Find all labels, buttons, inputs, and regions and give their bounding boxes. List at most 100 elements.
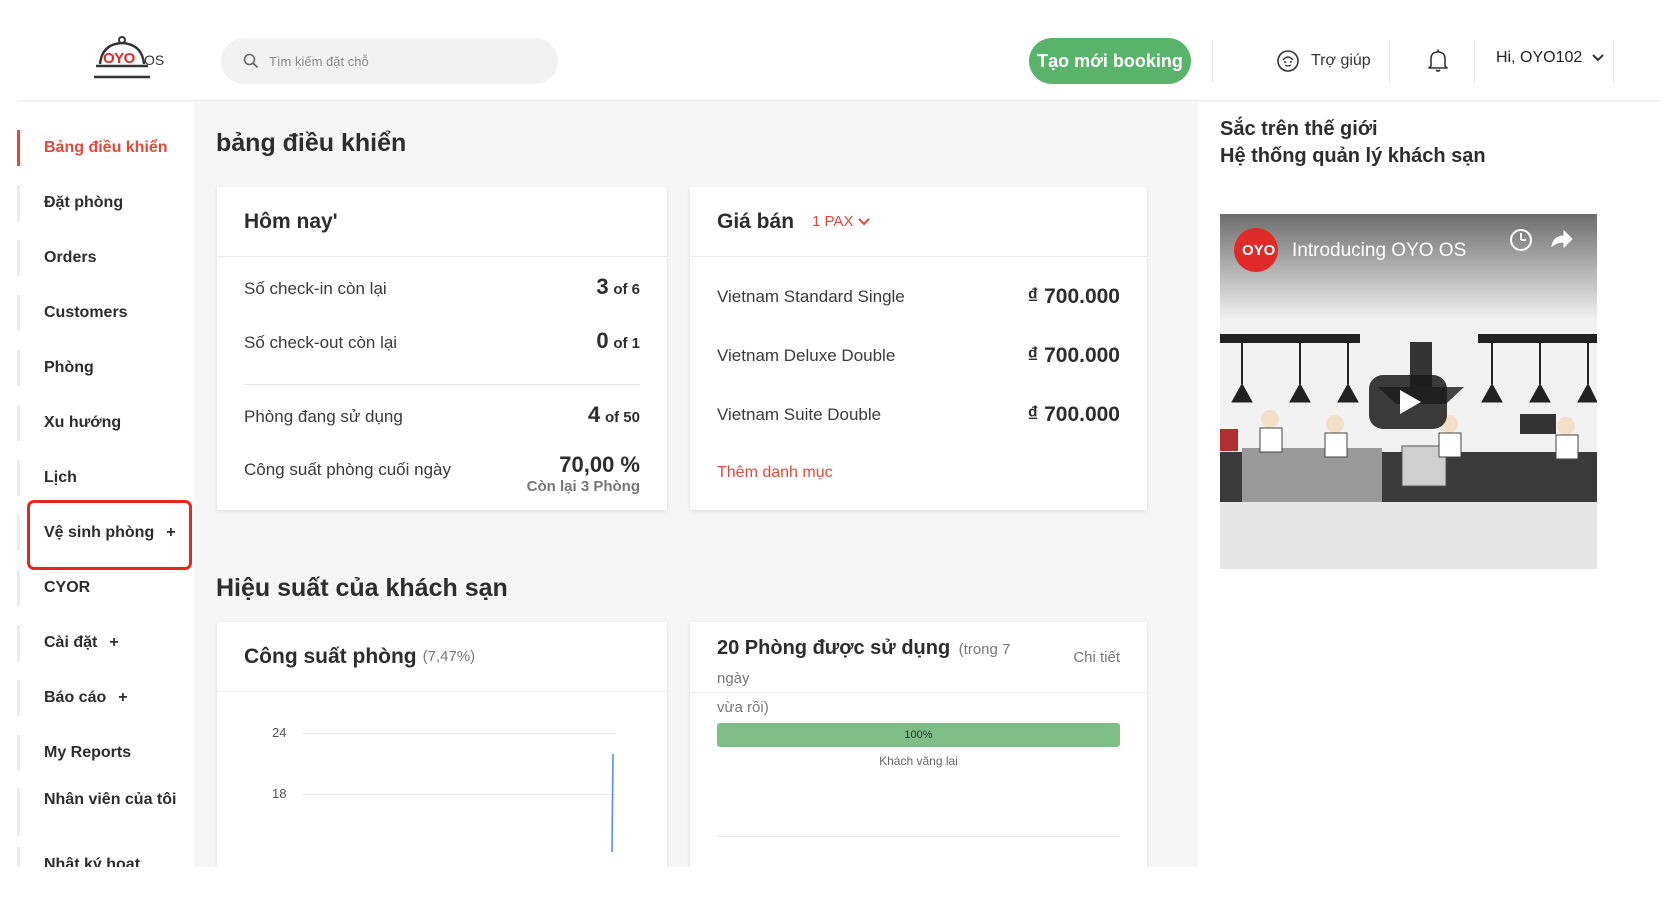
sidebar-item-label: Lịch	[44, 469, 77, 486]
support-agent-icon	[1277, 50, 1299, 72]
today-card: Hôm nay' Số check-in còn lại 3 of 6 Số c…	[217, 187, 667, 510]
room-price: ₫ 700.000	[1027, 344, 1120, 367]
header-divider	[1389, 40, 1390, 82]
header-divider	[1613, 40, 1614, 82]
sidebar-item-settings[interactable]: Cài đặt +	[17, 623, 194, 663]
room-type-name: Vietnam Deluxe Double	[717, 346, 896, 365]
sidebar-item-bookings[interactable]: Đặt phòng	[17, 183, 194, 223]
sidebar-item-label: Orders	[44, 249, 97, 266]
detail-link[interactable]: Chi tiết	[1073, 649, 1120, 666]
checkin-total: of 6	[613, 281, 640, 298]
promo-line-2: Hệ thống quản lý khách sạn	[1220, 145, 1486, 167]
checkout-label: Số check-out còn lại	[244, 333, 398, 352]
sidebar-item-orders[interactable]: Orders	[17, 238, 194, 278]
price-row: Vietnam Standard Single ₫ 700.000	[717, 285, 1120, 309]
occupancy-card-header: Công suất phòng (7,47%)	[217, 622, 667, 692]
room-type-name: Vietnam Suite Double	[717, 405, 882, 424]
pax-label: 1 PAX	[812, 213, 854, 230]
pax-dropdown[interactable]: 1 PAX	[812, 213, 871, 230]
add-category-link[interactable]: Thêm danh mục	[717, 464, 833, 481]
video-thumbnail	[1220, 214, 1597, 569]
segment-label: Khách vãng lai	[879, 754, 958, 768]
sidebar-item-activity-log[interactable]: Nhật ký hoạt	[17, 845, 194, 867]
expand-plus-icon[interactable]: +	[109, 634, 119, 651]
header-divider	[1212, 40, 1213, 82]
promo-line-1: Sắc trên thế giới	[1220, 118, 1378, 140]
promo-heading: Sắc trên thế giới Hệ thống quản lý khách…	[1220, 116, 1486, 170]
header-shadow	[17, 100, 1660, 102]
sidebar-item-label: Customers	[44, 304, 128, 321]
sidebar: Bảng điều khiển Đặt phòng Orders Custome…	[17, 102, 194, 867]
card-divider	[690, 692, 1147, 693]
sidebar-item-label: Đặt phòng	[44, 194, 124, 211]
y-tick-label: 24	[272, 725, 287, 740]
sidebar-item-dashboard[interactable]: Bảng điều khiển	[17, 128, 194, 168]
help-button[interactable]: Trợ giúp	[1275, 48, 1371, 74]
intro-video[interactable]: OYO Introducing OYO OS	[1220, 214, 1597, 569]
sidebar-item-customers[interactable]: Customers	[17, 293, 194, 333]
card-divider	[717, 836, 1120, 837]
sidebar-item-label: Cài đặt	[44, 634, 98, 651]
video-channel-logo: OYO	[1242, 242, 1276, 259]
expand-plus-icon[interactable]: +	[166, 524, 176, 541]
occupied-value: 4	[588, 402, 601, 427]
eod-sub: Còn lại 3 Phòng	[526, 478, 640, 495]
rooms-used-title: 20 Phòng được sử dụng	[717, 637, 951, 659]
bar-percent-label: 100%	[904, 729, 933, 741]
create-booking-button[interactable]: Tạo mới booking	[1029, 38, 1191, 84]
eod-value: 70,00 %	[559, 452, 640, 477]
header-divider	[1474, 40, 1475, 82]
dashboard-main: bảng điều khiển Hôm nay' Số check-in còn…	[194, 102, 1198, 867]
video-title: Introducing OYO OS	[1292, 240, 1467, 261]
search-bar[interactable]	[221, 38, 558, 84]
eod-label: Công suất phòng cuối ngày	[244, 460, 451, 479]
price-row: Vietnam Deluxe Double ₫ 700.000	[717, 344, 1120, 368]
rooms-used-header: 20 Phòng được sử dụng (trong 7 ngày vừa …	[717, 634, 1037, 722]
occupancy-percent: (7,47%)	[422, 648, 476, 665]
pricing-card: Giá bán 1 PAX Vietnam Standard Single ₫ …	[690, 187, 1147, 510]
card-divider	[244, 384, 640, 385]
sidebar-item-label: Nhân viên của tôi	[44, 791, 177, 808]
sidebar-item-housekeeping[interactable]: Vệ sinh phòng +	[17, 513, 194, 553]
checkout-value: 0	[596, 328, 609, 353]
search-input[interactable]	[269, 53, 529, 69]
today-card-title: Hôm nay'	[217, 187, 667, 257]
pricing-card-header: Giá bán 1 PAX	[690, 187, 1147, 257]
occupied-label: Phòng đang sử dụng	[244, 407, 403, 426]
rooms-used-period: (trong 7 ngày	[717, 641, 1011, 687]
sidebar-item-cyor[interactable]: CYOR	[17, 568, 194, 608]
pricing-title: Giá bán	[717, 209, 795, 233]
oyo-os-logo[interactable]: OYO OS	[82, 36, 182, 86]
sidebar-item-my-reports[interactable]: My Reports	[17, 733, 194, 773]
sidebar-item-my-staff[interactable]: Nhân viên của tôi	[17, 786, 177, 838]
occupied-total: of 50	[604, 409, 640, 426]
checkout-row: Số check-out còn lại 0 of 1	[244, 328, 640, 354]
user-greeting: Hi, OYO102	[1496, 49, 1583, 66]
grid-line	[302, 794, 615, 795]
sidebar-item-rooms[interactable]: Phòng	[17, 348, 194, 388]
sidebar-item-trends[interactable]: Xu hướng	[17, 403, 194, 443]
rooms-used-period-cont: vừa rồi)	[717, 699, 769, 716]
rooms-used-card: 20 Phòng được sử dụng (trong 7 ngày vừa …	[690, 622, 1147, 867]
price-row: Vietnam Suite Double ₫ 700.000	[717, 403, 1120, 427]
guest-type-bar: 100%	[717, 723, 1120, 747]
logo-wordmark: OYO	[103, 50, 135, 67]
sidebar-item-label: Bảng điều khiển	[44, 139, 168, 156]
sidebar-item-reports[interactable]: Báo cáo +	[17, 678, 194, 718]
top-header: OYO OS Tạo mới booking Trợ giúp Hi, OYO1…	[0, 0, 1670, 101]
user-menu[interactable]: Hi, OYO102	[1496, 49, 1605, 67]
bell-icon	[1428, 49, 1448, 72]
sidebar-item-label: Nhật ký hoạt	[44, 856, 141, 867]
occupancy-title: Công suất phòng	[244, 644, 417, 668]
chart-line-series	[611, 753, 614, 852]
room-price: ₫ 700.000	[1027, 285, 1120, 308]
checkin-label: Số check-in còn lại	[244, 279, 387, 298]
sidebar-item-label: My Reports	[44, 744, 132, 761]
expand-plus-icon[interactable]: +	[118, 689, 128, 706]
notifications-button[interactable]	[1426, 48, 1450, 79]
checkout-total: of 1	[613, 335, 640, 352]
page-title: bảng điều khiển	[216, 129, 407, 157]
sidebar-item-calendar[interactable]: Lịch	[17, 458, 194, 498]
sidebar-item-label: Phòng	[44, 359, 94, 376]
checkin-value: 3	[596, 274, 609, 299]
